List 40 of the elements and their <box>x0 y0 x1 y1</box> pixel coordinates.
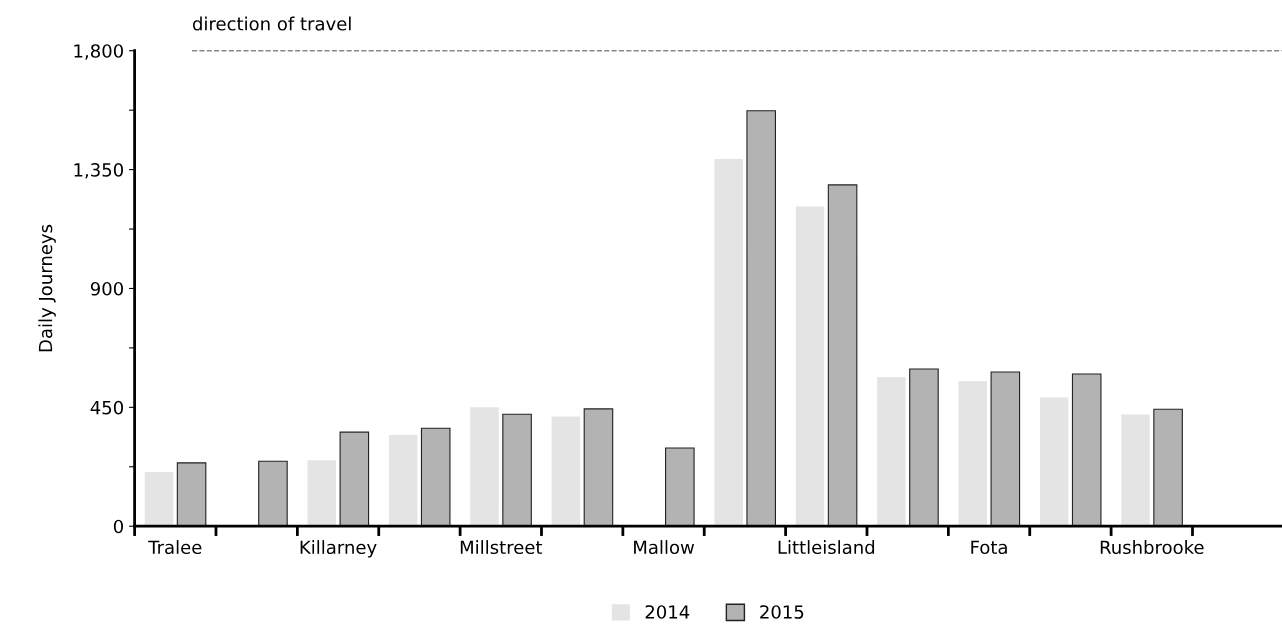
bar <box>176 462 207 527</box>
x-tick-label: Tralee <box>148 540 202 555</box>
x-tick-label: Killarney <box>300 540 377 558</box>
bar <box>583 408 614 527</box>
bar <box>958 380 988 527</box>
bar <box>144 472 174 527</box>
bar <box>420 427 451 527</box>
bar <box>665 447 695 527</box>
ref-line-label: direction of travel <box>192 16 351 31</box>
bar <box>1153 408 1183 527</box>
y-tick-label: 900 <box>90 281 123 296</box>
bar <box>714 159 743 527</box>
bar <box>1039 397 1069 527</box>
x-tick-label: Littleisland <box>778 540 875 555</box>
bar <box>258 460 288 527</box>
bar <box>827 184 858 527</box>
y-tick-label: 0 <box>113 519 123 534</box>
bar <box>339 431 370 527</box>
legend-label: 2015 <box>760 605 804 619</box>
y-tick-label: 1,800 <box>74 44 123 60</box>
bar <box>470 407 499 527</box>
bar <box>502 413 532 527</box>
bar <box>877 376 906 527</box>
x-tick-label: Millstreet <box>460 540 543 555</box>
bar <box>551 416 581 527</box>
y-axis-title: Daily Journeys <box>38 224 56 352</box>
x-tick-label: Mallow <box>634 540 695 555</box>
bar <box>990 371 1021 527</box>
bar <box>307 460 337 527</box>
bar <box>746 110 776 527</box>
x-tick-label: Fota <box>971 540 1007 555</box>
bar <box>909 368 939 527</box>
y-tick-label: 450 <box>90 400 123 415</box>
x-tick-label: Rushbrooke <box>1100 540 1204 555</box>
y-tick-label: 1,350 <box>74 163 123 179</box>
bar <box>388 435 418 527</box>
bar <box>1121 414 1150 527</box>
bar <box>795 206 825 527</box>
bar <box>1071 373 1102 527</box>
legend-label: 2014 <box>645 605 690 619</box>
